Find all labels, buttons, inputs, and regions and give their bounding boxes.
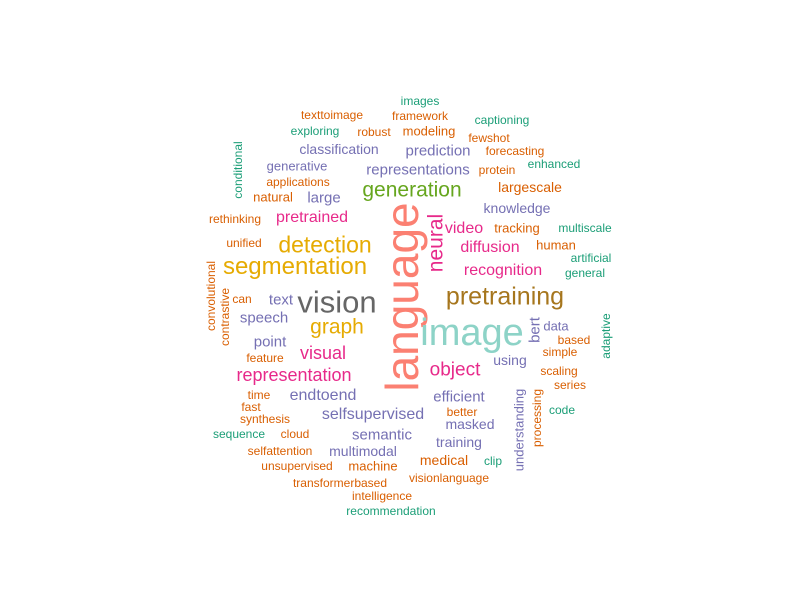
word: captioning	[474, 113, 530, 127]
word: conditional	[231, 141, 245, 199]
word: code	[548, 403, 576, 417]
word: data	[543, 318, 569, 334]
word: applications	[266, 175, 330, 189]
word: processing	[530, 388, 544, 448]
word: detection	[278, 231, 372, 258]
word: endtoend	[289, 387, 357, 404]
word: general	[564, 266, 606, 280]
word: diffusion	[460, 239, 520, 256]
word: medical	[419, 452, 469, 468]
word: artificial	[570, 251, 612, 265]
word: fewshot	[468, 131, 510, 145]
word: video	[444, 220, 484, 237]
word: classification	[299, 141, 379, 157]
word: better	[446, 405, 478, 419]
word: transformerbased	[292, 476, 388, 490]
word: exploring	[290, 124, 340, 138]
word: enhanced	[527, 157, 581, 171]
word: large	[307, 189, 341, 207]
word: generation	[362, 178, 462, 202]
word: semantic	[351, 426, 413, 444]
word: adaptive	[599, 313, 613, 359]
word: vision	[297, 284, 377, 320]
word: graph	[310, 315, 364, 339]
word: robust	[357, 125, 391, 139]
word: training	[436, 434, 482, 450]
word: forecasting	[485, 144, 545, 158]
word: machine	[348, 458, 398, 474]
word: feature	[246, 351, 284, 365]
word: recommendation	[346, 504, 436, 518]
word: cloud	[280, 427, 310, 441]
word: multiscale	[558, 221, 612, 235]
word: scaling	[540, 364, 578, 378]
word: fast	[241, 400, 261, 414]
word: framework	[391, 109, 449, 123]
word: synthesis	[239, 412, 291, 426]
word: understanding	[511, 388, 527, 472]
word: unified	[226, 236, 262, 250]
word: multimodal	[329, 443, 397, 459]
word: texttoimage	[300, 108, 364, 122]
word: natural	[253, 189, 293, 205]
word: based	[557, 333, 591, 347]
word: pretrained	[275, 209, 349, 226]
word: image	[420, 312, 524, 354]
word: representation	[236, 365, 352, 385]
word: series	[553, 378, 587, 392]
word: simple	[542, 345, 578, 359]
word: sequence	[212, 427, 266, 441]
word: selfattention	[247, 444, 313, 458]
word: language	[376, 202, 428, 392]
word: convolutional	[204, 260, 218, 332]
word: images	[400, 94, 440, 108]
word: using	[493, 352, 527, 368]
word: speech	[239, 309, 289, 327]
word: intelligence	[351, 489, 413, 503]
word: pretraining	[445, 282, 565, 311]
word: segmentation	[222, 253, 368, 280]
word: object	[429, 359, 481, 381]
word: point	[253, 333, 287, 351]
word: clip	[483, 454, 503, 468]
word: recognition	[463, 262, 543, 279]
word: largescale	[498, 179, 562, 195]
word: contrastive	[218, 287, 232, 347]
word: text	[268, 291, 294, 309]
word: modeling	[402, 123, 456, 139]
word: time	[247, 388, 271, 402]
word: knowledge	[483, 200, 551, 216]
word: unsupervised	[261, 459, 333, 473]
word: bert	[526, 317, 544, 343]
word: tracking	[494, 220, 540, 236]
word: neural	[424, 213, 448, 273]
word: rethinking	[208, 212, 262, 226]
word: visual	[299, 343, 347, 363]
word: human	[536, 237, 576, 253]
word: masked	[445, 416, 495, 432]
word: efficient	[433, 388, 485, 406]
word: generative	[266, 158, 328, 174]
word: protein	[478, 163, 516, 177]
word: prediction	[405, 142, 471, 160]
word: visionlanguage	[408, 471, 490, 485]
word: representations	[366, 161, 470, 179]
word: can	[232, 292, 252, 306]
word: selfsupervised	[321, 406, 425, 423]
